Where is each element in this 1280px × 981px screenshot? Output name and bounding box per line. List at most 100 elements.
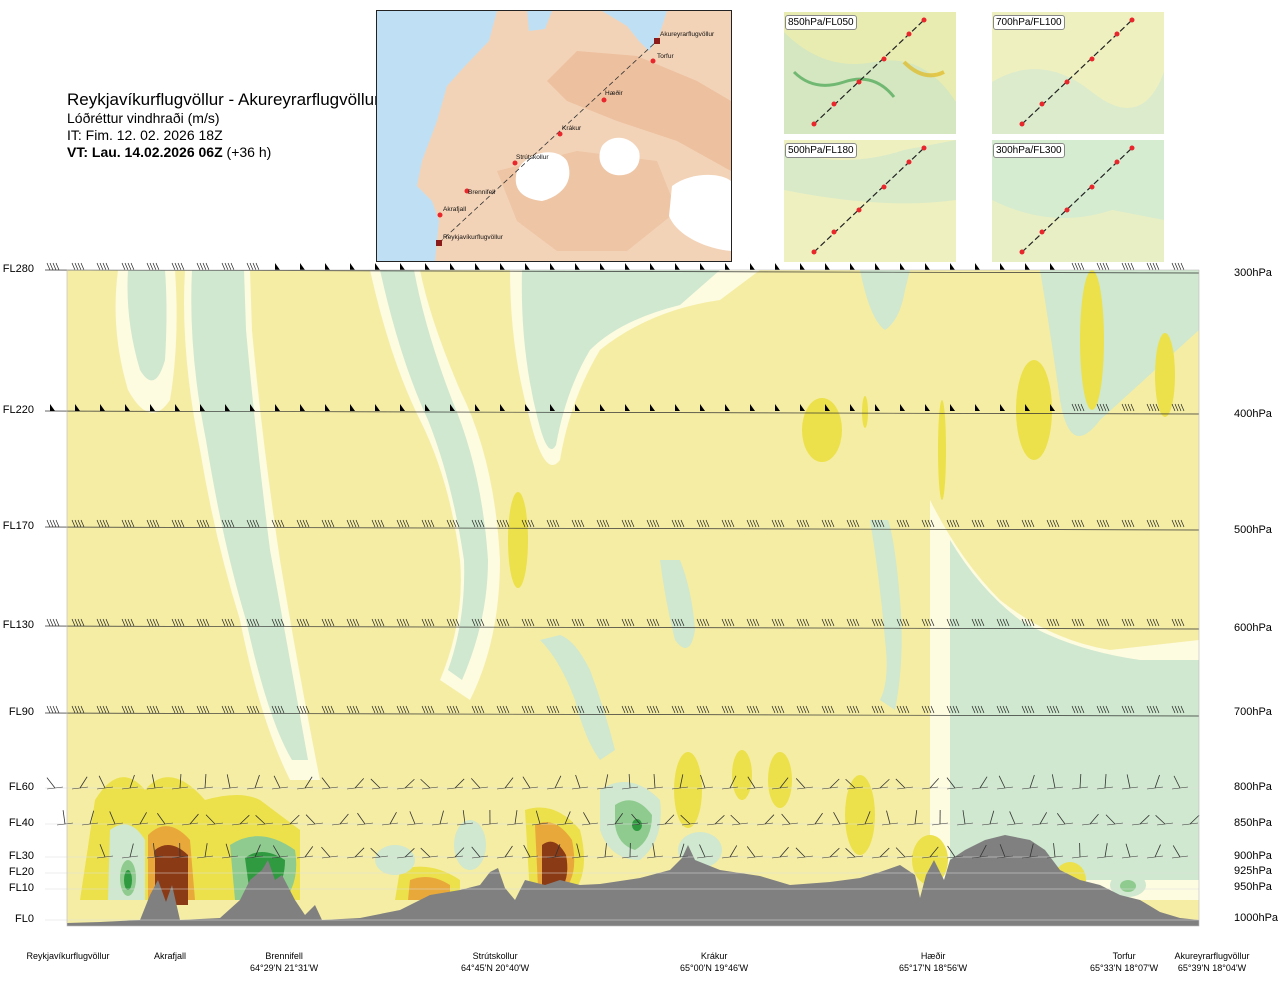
- wind-barb: [821, 847, 840, 859]
- wind-barb: [1171, 705, 1185, 714]
- wind-barb: [106, 811, 124, 826]
- wind-barb: [671, 843, 689, 859]
- wind-barb: [946, 618, 960, 627]
- field-updraft-core: [938, 400, 946, 500]
- wind-barb: [596, 705, 610, 714]
- field-updraft-core: [862, 396, 868, 428]
- field-plume: [380, 270, 488, 680]
- wind-barb: [646, 843, 664, 859]
- wind-barb: [846, 618, 860, 627]
- hpa-tick-label: 300hPa: [1234, 267, 1272, 279]
- wind-barb: [471, 705, 485, 714]
- wind-barb: [1021, 843, 1039, 859]
- wind-barb: [296, 846, 314, 859]
- wind-barb: [246, 519, 260, 528]
- wind-barb: [1046, 774, 1064, 790]
- wind-barb: [971, 776, 989, 790]
- wind-barb: [1146, 262, 1160, 271]
- wind-barb: [396, 778, 415, 790]
- wind-barb: [381, 812, 399, 826]
- wind-barb: [446, 618, 460, 627]
- wind-barb: [856, 811, 874, 826]
- wind-barb: [600, 263, 605, 270]
- hpa-tick-label: 800hPa: [1234, 781, 1272, 793]
- wind-barb: [71, 519, 85, 528]
- field-low-level: [732, 750, 752, 800]
- wind-barb: [975, 404, 980, 411]
- wind-barb: [696, 519, 710, 528]
- wind-barb: [1006, 811, 1024, 826]
- wind-barb: [431, 810, 449, 826]
- location-label: Krákur 65°00'N 19°46'W: [680, 951, 749, 973]
- wind-barb: [1050, 404, 1055, 411]
- wind-barb: [996, 705, 1010, 714]
- wind-barb: [1096, 519, 1110, 528]
- wind-barb: [396, 618, 410, 627]
- wind-barb: [996, 519, 1010, 528]
- wind-barb: [750, 404, 755, 411]
- wind-barb: [196, 618, 210, 627]
- map-label-strutskollur: Strútskollur: [516, 154, 549, 161]
- wind-barb: [305, 814, 324, 826]
- wind-barb: [250, 404, 255, 411]
- wind-barb: [996, 844, 1014, 859]
- valid-time: VT: Lau. 14.02.2026 06Z (+36 h): [67, 144, 272, 160]
- wind-barb: [646, 519, 660, 528]
- wind-barb: [50, 404, 55, 411]
- wind-barb: [521, 705, 535, 714]
- fl-tick-label: FL10: [8, 882, 34, 894]
- wind-barb: [721, 775, 739, 790]
- wind-barb: [771, 705, 785, 714]
- wind-barb: [470, 778, 489, 790]
- wind-barb: [546, 844, 564, 859]
- wind-barb: [621, 618, 635, 627]
- map-label-reykjavik: Reykjavíkurflugvöllur: [443, 234, 504, 241]
- mini-map-label: 500hPa/FL180: [785, 143, 857, 158]
- wind-barb: [596, 774, 614, 790]
- wind-barb: [1021, 774, 1039, 790]
- field-updraft-core: [802, 398, 842, 462]
- wind-barb: [796, 519, 810, 528]
- fl-tick-label: FL280: [2, 263, 34, 275]
- wind-barb: [1171, 845, 1189, 859]
- wind-barb: [1096, 403, 1110, 412]
- wind-barb: [246, 705, 260, 714]
- wind-barb: [721, 519, 735, 528]
- wind-barb: [696, 844, 714, 859]
- wind-barb: [171, 262, 185, 271]
- wind-barb: [471, 519, 485, 528]
- wind-barb: [96, 705, 110, 714]
- wind-barb: [350, 404, 355, 411]
- wind-barb: [1181, 814, 1200, 826]
- wind-barb: [96, 519, 110, 528]
- wind-barb: [506, 810, 524, 826]
- wind-barb: [400, 263, 405, 270]
- wind-barb: [446, 847, 465, 859]
- field-low-level: [542, 841, 568, 890]
- wind-barb: [171, 705, 185, 714]
- field-low-level: [124, 870, 132, 890]
- wind-barb: [171, 618, 185, 627]
- wind-barb: [271, 705, 285, 714]
- wind-barb: [471, 846, 489, 859]
- wind-barb: [150, 404, 155, 411]
- wind-barb: [321, 777, 339, 790]
- wind-barb: [496, 519, 510, 528]
- wind-barb: [671, 774, 689, 790]
- wind-barb: [100, 404, 105, 411]
- field-plume: [860, 270, 910, 330]
- map-label-torfur: Torfur: [657, 53, 674, 60]
- route-line: [438, 40, 658, 244]
- wind-barb: [475, 404, 480, 411]
- wind-barb: [171, 519, 185, 528]
- wind-barb: [496, 618, 510, 627]
- wind-barb: [900, 263, 905, 270]
- wind-barb: [895, 778, 914, 790]
- wind-barb: [546, 775, 564, 790]
- fl-tick-label: FL90: [8, 706, 34, 718]
- wind-barb: [946, 705, 960, 714]
- wind-barb: [1146, 519, 1160, 528]
- pressure-level-line: [44, 625, 1200, 630]
- wind-barb: [556, 811, 574, 826]
- wind-barb: [771, 618, 785, 627]
